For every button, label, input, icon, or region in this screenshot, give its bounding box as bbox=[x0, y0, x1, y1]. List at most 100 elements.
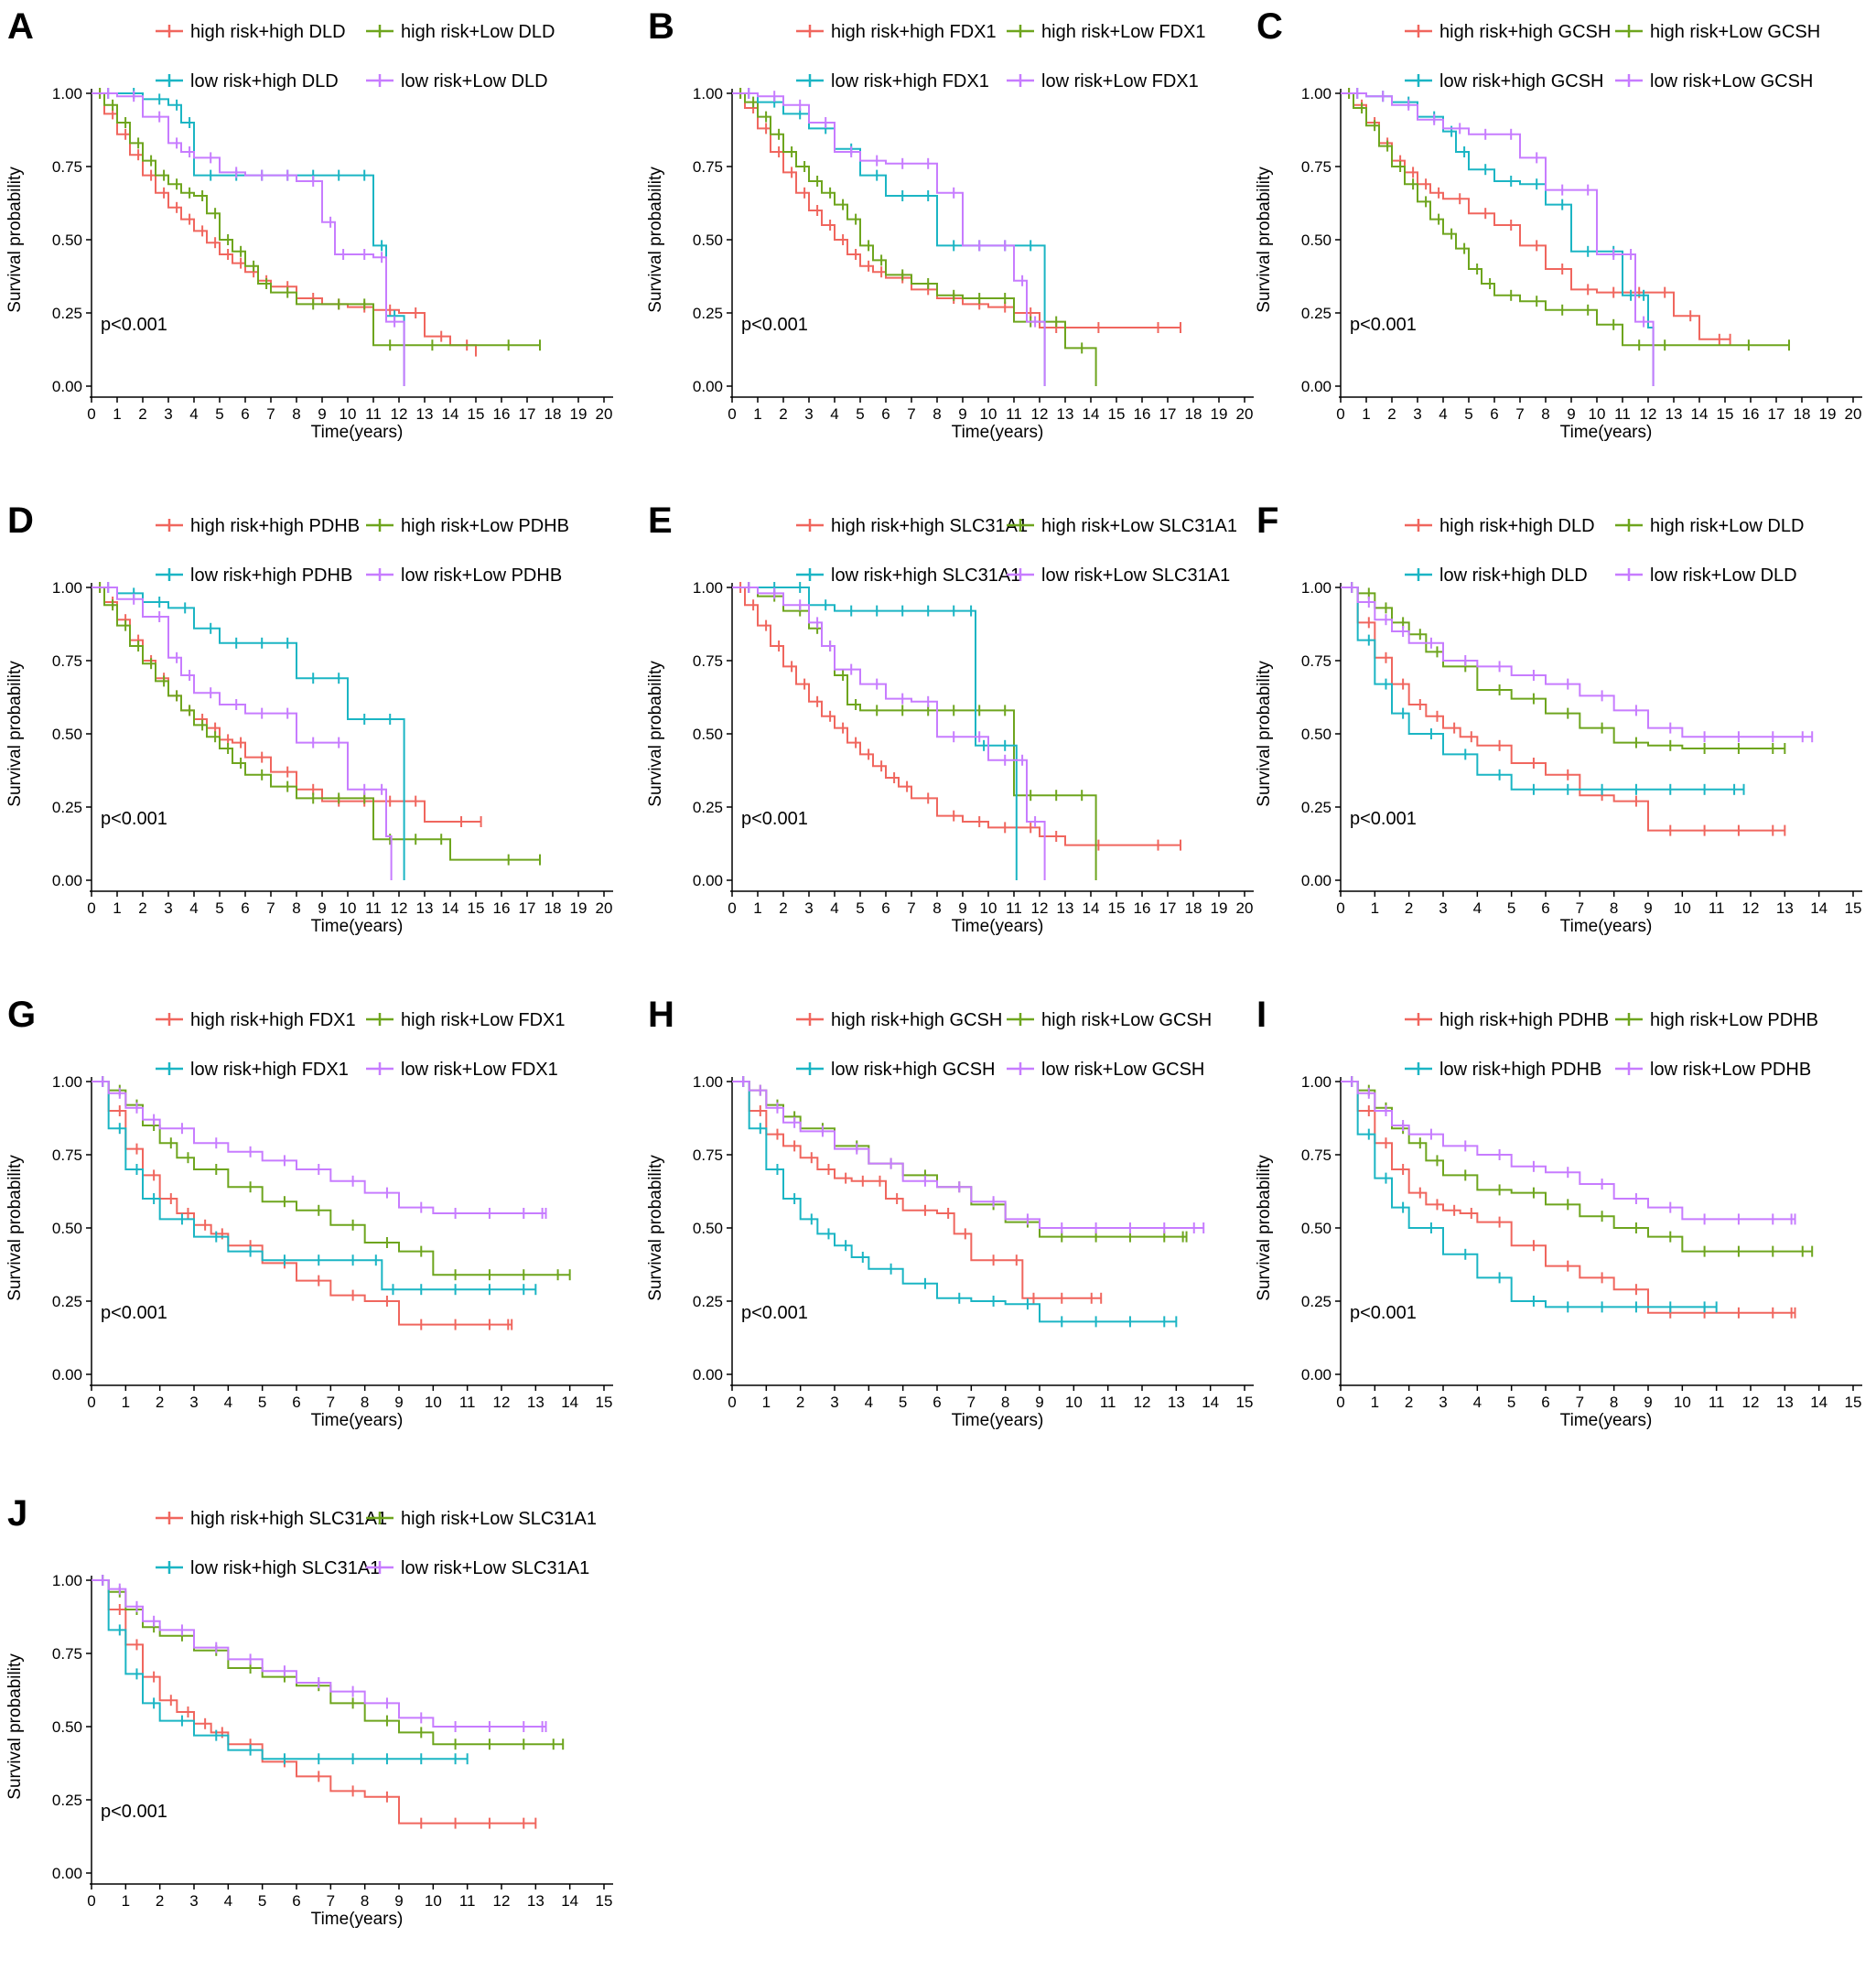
y-tick-label: 1.00 bbox=[693, 85, 723, 102]
x-axis-title: Time(years) bbox=[1560, 1411, 1653, 1430]
y-tick-label: 1.00 bbox=[1301, 1073, 1332, 1091]
x-tick-label: 1 bbox=[753, 405, 761, 423]
legend-label: high risk+high PDHB bbox=[190, 516, 360, 536]
x-tick-label: 13 bbox=[1776, 1394, 1794, 1411]
legend-item: low risk+Low GCSH bbox=[1007, 1060, 1204, 1080]
x-tick-label: 9 bbox=[394, 1394, 403, 1411]
x-tick-label: 9 bbox=[1644, 899, 1652, 917]
x-tick-label: 9 bbox=[1035, 1394, 1043, 1411]
x-tick-label: 10 bbox=[1065, 1394, 1083, 1411]
legend-label: low risk+Low SLC31A1 bbox=[401, 1558, 589, 1578]
legend-item: low risk+high SLC31A1 bbox=[156, 1558, 380, 1578]
legend-label: low risk+Low FDX1 bbox=[401, 1060, 558, 1080]
survival-curve bbox=[92, 92, 540, 347]
x-tick-label: 3 bbox=[164, 405, 172, 423]
x-axis-title: Time(years) bbox=[952, 1411, 1044, 1430]
x-tick-label: 3 bbox=[804, 899, 813, 917]
x-tick-label: 19 bbox=[570, 899, 588, 917]
x-tick-label: 8 bbox=[292, 899, 300, 917]
x-tick-label: 18 bbox=[1185, 405, 1202, 423]
x-tick-label: 12 bbox=[493, 1892, 511, 1910]
y-tick-label: 0.50 bbox=[1301, 1220, 1332, 1237]
x-tick-label: 0 bbox=[1336, 1394, 1344, 1411]
survival-curve bbox=[1341, 1081, 1813, 1253]
x-tick-label: 10 bbox=[340, 405, 357, 423]
y-tick-label: 0.75 bbox=[693, 1147, 723, 1164]
y-tick-label: 0.25 bbox=[693, 799, 723, 816]
x-tick-label: 1 bbox=[753, 899, 761, 917]
y-tick-label: 0.75 bbox=[52, 1645, 82, 1663]
p-value: p<0.001 bbox=[741, 809, 808, 829]
x-tick-label: 12 bbox=[391, 899, 408, 917]
p-value: p<0.001 bbox=[1350, 809, 1417, 829]
x-axis-title: Time(years) bbox=[1560, 423, 1653, 442]
x-tick-label: 1 bbox=[1362, 405, 1370, 423]
legend-item: high risk+Low GCSH bbox=[1615, 22, 1820, 42]
y-axis-title: Survival probability bbox=[646, 1155, 665, 1301]
x-tick-label: 15 bbox=[468, 405, 485, 423]
x-tick-label: 11 bbox=[365, 899, 382, 917]
x-tick-label: 15 bbox=[468, 899, 485, 917]
x-tick-label: 3 bbox=[189, 1892, 198, 1910]
x-tick-label: 15 bbox=[1717, 405, 1734, 423]
x-tick-label: 6 bbox=[292, 1394, 300, 1411]
y-axis-title: Survival probability bbox=[1255, 167, 1274, 313]
legend-item: high risk+high SLC31A1 bbox=[796, 516, 1028, 536]
survival-curve bbox=[732, 92, 1046, 386]
y-tick-label: 0.25 bbox=[1301, 1293, 1332, 1310]
survival-curve bbox=[732, 587, 1181, 846]
x-tick-label: 4 bbox=[830, 899, 838, 917]
survival-curve bbox=[92, 1579, 564, 1746]
y-tick-label: 0.50 bbox=[693, 1220, 723, 1237]
x-tick-label: 15 bbox=[1845, 1394, 1862, 1411]
x-tick-label: 13 bbox=[416, 405, 434, 423]
p-value: p<0.001 bbox=[741, 315, 808, 335]
x-tick-label: 1 bbox=[1371, 899, 1379, 917]
x-tick-label: 19 bbox=[1819, 405, 1837, 423]
legend-label: low risk+Low DLD bbox=[1650, 565, 1797, 586]
x-tick-label: 3 bbox=[804, 405, 813, 423]
x-tick-label: 7 bbox=[327, 1394, 335, 1411]
y-tick-label: 0.75 bbox=[1301, 1147, 1332, 1164]
survival-curve bbox=[1341, 92, 1730, 340]
x-tick-label: 9 bbox=[1567, 405, 1575, 423]
y-tick-label: 0.00 bbox=[1301, 378, 1332, 395]
legend-item: high risk+high DLD bbox=[1405, 516, 1595, 536]
y-tick-label: 1.00 bbox=[52, 1572, 82, 1589]
x-tick-label: 16 bbox=[1742, 405, 1760, 423]
legend-label: high risk+Low DLD bbox=[1650, 516, 1804, 536]
survival-curve bbox=[1341, 1081, 1795, 1314]
legend-label: low risk+Low GCSH bbox=[1650, 71, 1813, 92]
y-tick-label: 0.75 bbox=[1301, 652, 1332, 670]
legend-item: high risk+high GCSH bbox=[1405, 22, 1611, 42]
y-tick-label: 0.50 bbox=[693, 726, 723, 743]
y-tick-label: 0.00 bbox=[52, 378, 82, 395]
legend-label: high risk+high GCSH bbox=[831, 1010, 1002, 1030]
x-tick-label: 12 bbox=[1742, 899, 1760, 917]
y-tick-label: 0.00 bbox=[52, 872, 82, 889]
survival-curve bbox=[92, 1081, 570, 1276]
p-value: p<0.001 bbox=[101, 1303, 167, 1323]
legend-label: high risk+high PDHB bbox=[1439, 1010, 1609, 1030]
survival-curve bbox=[732, 1081, 1102, 1299]
legend-label: low risk+high DLD bbox=[1439, 565, 1588, 586]
y-tick-label: 1.00 bbox=[52, 1073, 82, 1091]
legend-label: low risk+Low PDHB bbox=[401, 565, 562, 586]
panel-label: G bbox=[7, 995, 36, 1035]
legend-label: low risk+high GCSH bbox=[1439, 71, 1604, 92]
x-tick-label: 0 bbox=[728, 405, 736, 423]
legend-item: low risk+high PDHB bbox=[1405, 1060, 1601, 1080]
legend-label: low risk+Low SLC31A1 bbox=[1041, 565, 1230, 586]
x-tick-label: 15 bbox=[1236, 1394, 1254, 1411]
legend-label: low risk+high SLC31A1 bbox=[190, 1558, 380, 1578]
x-tick-label: 4 bbox=[1439, 405, 1447, 423]
x-tick-label: 3 bbox=[1439, 899, 1447, 917]
legend-label: high risk+Low PDHB bbox=[401, 516, 569, 536]
x-tick-label: 16 bbox=[493, 899, 511, 917]
y-tick-label: 0.75 bbox=[52, 1147, 82, 1164]
